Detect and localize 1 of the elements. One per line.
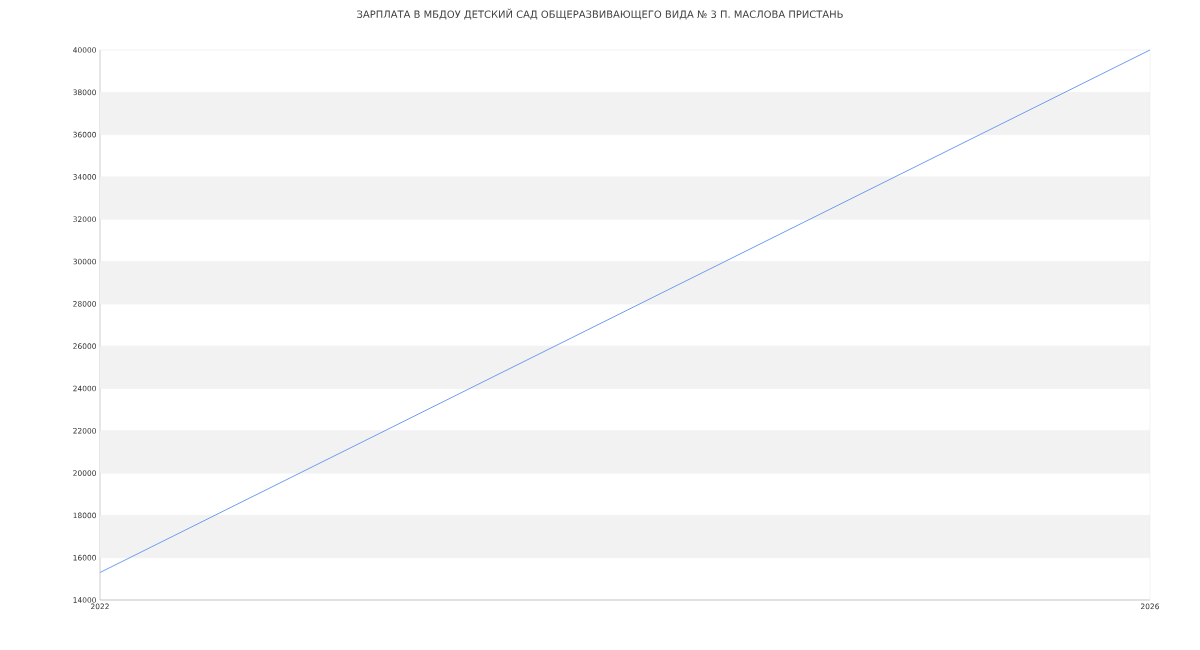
chart-title: ЗАРПЛАТА В МБДОУ ДЕТСКИЙ САД ОБЩЕРАЗВИВАЮЩЕГО ВИДА № 3 П. МАСЛОВА ПРИСТАНЬ — [357, 8, 843, 20]
